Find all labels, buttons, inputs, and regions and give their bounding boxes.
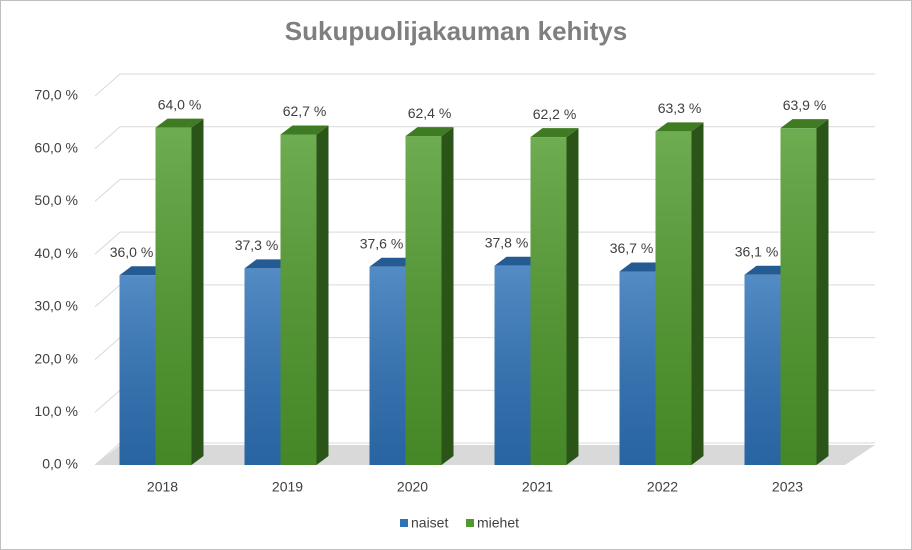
x-tick-label: 2019 <box>272 479 303 495</box>
bar-shade <box>530 137 567 466</box>
y-tick-label: 20,0 % <box>34 350 78 366</box>
value-label: 37,8 % <box>485 234 529 250</box>
bar-shade <box>619 271 656 465</box>
value-label: 36,1 % <box>735 243 779 259</box>
bar-side <box>566 128 579 466</box>
y-tick-label: 70,0 % <box>34 87 78 103</box>
bar-top <box>780 119 829 129</box>
legend-label: naiset <box>411 515 448 531</box>
bar-shade <box>405 136 442 465</box>
bar-side <box>691 122 704 465</box>
bar-shade <box>369 266 406 465</box>
bar-shade <box>744 274 781 465</box>
bar-top <box>280 125 329 135</box>
value-label: 62,2 % <box>533 106 577 122</box>
bar-side <box>316 125 329 465</box>
chart-title: Sukupuolijakauman kehitys <box>285 16 627 46</box>
legend-swatch <box>400 519 408 527</box>
x-tick-label: 2023 <box>772 479 803 495</box>
value-label: 36,7 % <box>610 240 654 256</box>
bar-shade <box>280 134 317 465</box>
grid-line <box>94 126 875 150</box>
value-label: 37,3 % <box>235 237 279 253</box>
y-tick-label: 50,0 % <box>34 192 78 208</box>
x-tick-label: 2020 <box>397 479 428 495</box>
value-label: 63,3 % <box>658 100 702 116</box>
y-tick-label: 40,0 % <box>34 245 78 261</box>
x-tick-label: 2018 <box>147 479 178 495</box>
bar-shade <box>655 131 692 465</box>
value-label: 62,4 % <box>408 105 452 121</box>
value-label: 64,0 % <box>158 96 202 112</box>
value-label: 63,9 % <box>783 97 827 113</box>
bar-top <box>155 118 204 128</box>
bar-side <box>191 118 204 465</box>
y-tick-label: 0,0 % <box>42 456 78 472</box>
y-tick-label: 30,0 % <box>34 298 78 314</box>
bar-side <box>816 119 829 466</box>
grid-line <box>94 73 875 97</box>
value-label: 62,7 % <box>283 103 327 119</box>
x-tick-label: 2022 <box>647 479 678 495</box>
bar-shade <box>155 127 192 465</box>
bar-top <box>655 122 704 132</box>
legend-label: miehet <box>477 515 519 531</box>
bar-side <box>441 127 454 465</box>
bar-shade <box>119 275 156 465</box>
value-label: 37,6 % <box>360 235 404 251</box>
value-label: 36,0 % <box>110 244 154 260</box>
bar-shade <box>244 268 281 465</box>
bar-top <box>405 127 454 137</box>
bar-top <box>530 128 579 138</box>
grid-line <box>94 231 875 255</box>
y-tick-label: 60,0 % <box>34 139 78 155</box>
bar-shade <box>494 265 531 465</box>
legend-swatch <box>466 519 474 527</box>
bar-shade <box>780 128 817 466</box>
grid-line <box>94 178 875 202</box>
y-tick-label: 10,0 % <box>34 403 78 419</box>
x-tick-label: 2021 <box>522 479 553 495</box>
